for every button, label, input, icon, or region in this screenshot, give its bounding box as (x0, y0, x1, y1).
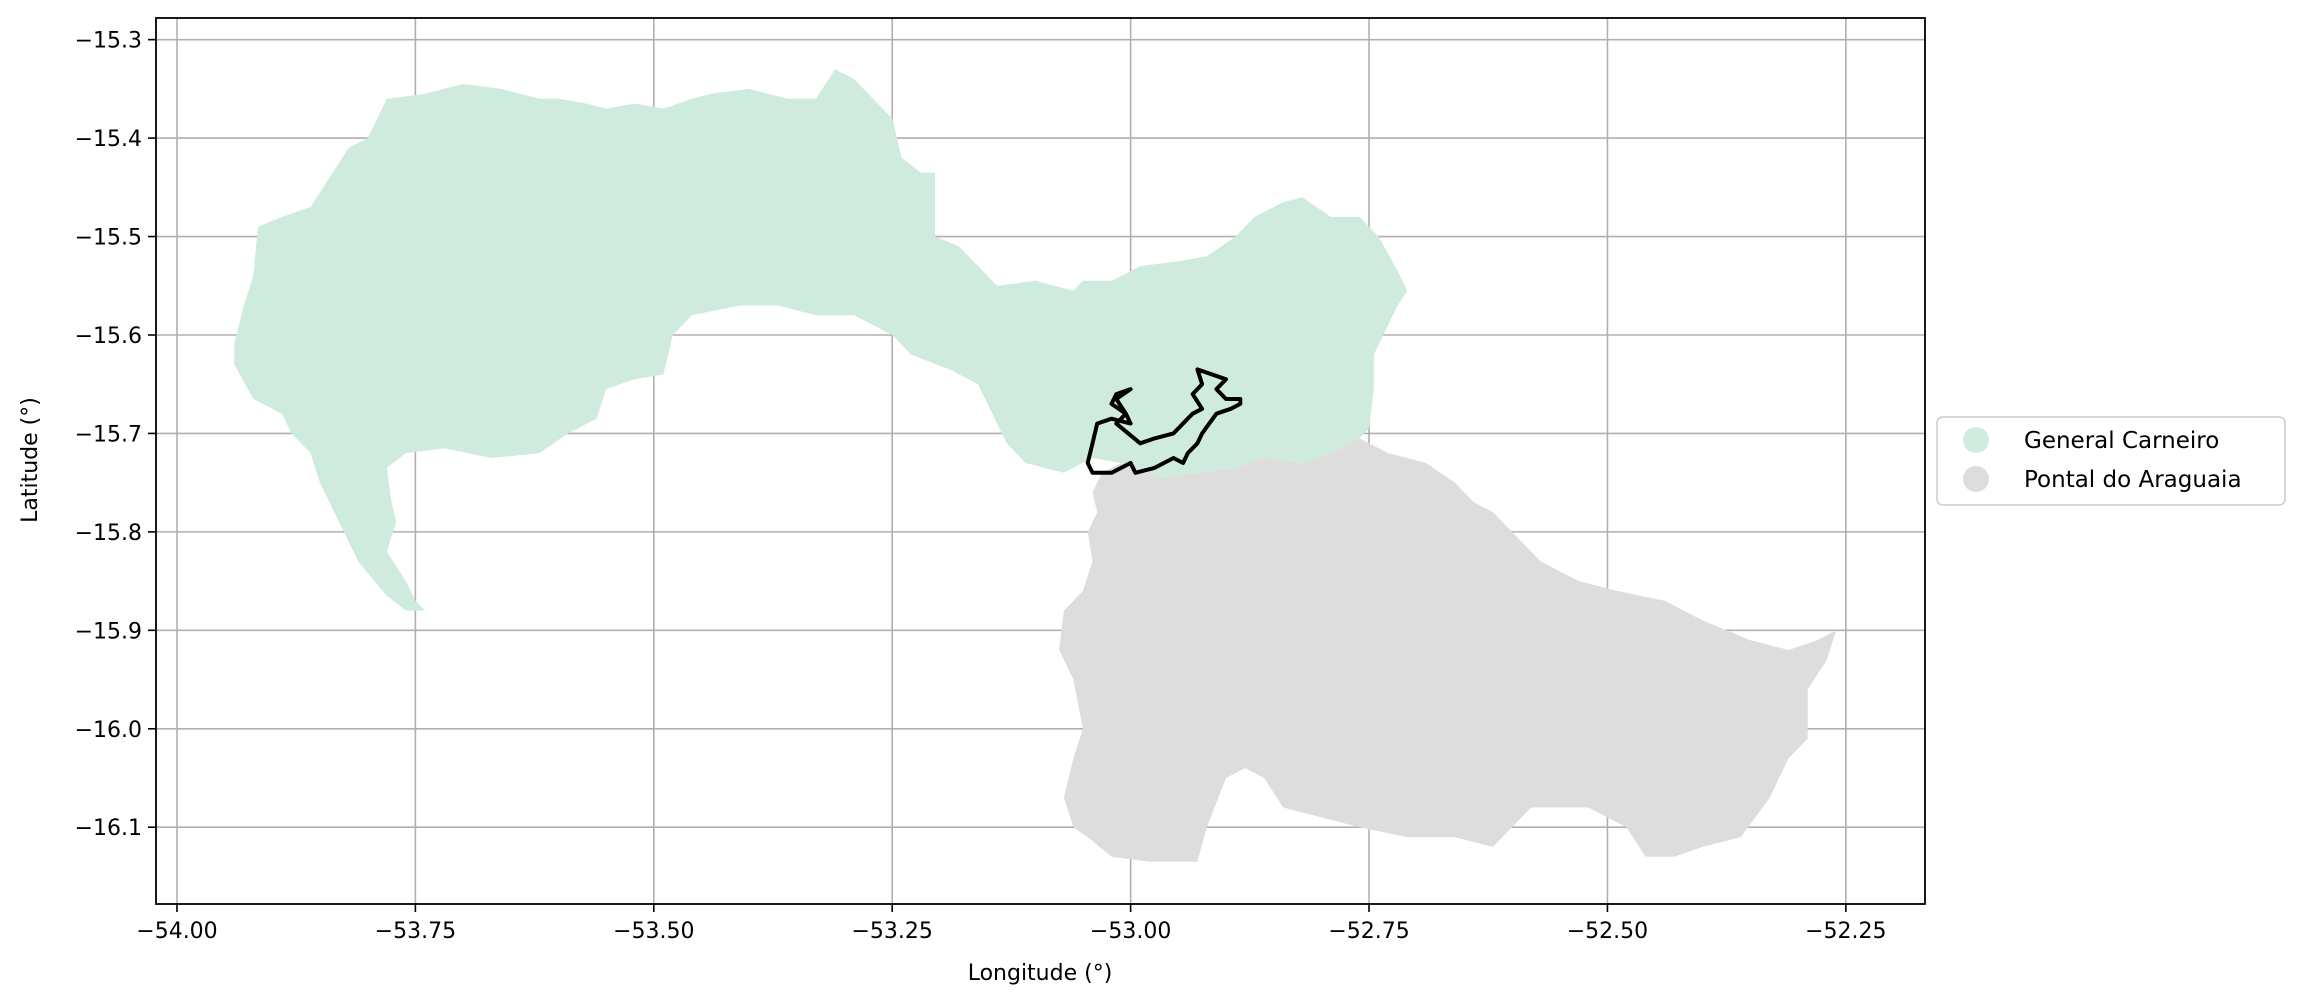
y-tick-label: −15.8 (75, 521, 142, 546)
y-tick-label: −15.9 (75, 619, 142, 644)
legend-frame (1936, 416, 2286, 506)
y-tick-label: −15.7 (75, 422, 142, 447)
outline-layer (1085, 367, 1243, 475)
x-axis-title: Longitude (°) (968, 961, 1113, 986)
legend-marker (1963, 466, 1989, 492)
legend: General Carneiro Pontal do Araguaia (1936, 416, 2286, 506)
legend-label: General Carneiro (2024, 428, 2219, 454)
region-general-carneiro (234, 69, 1408, 611)
x-tick-label: −54.00 (136, 919, 217, 944)
y-ticks: −15.3 −15.4 −15.5 −15.6 −15.7 −15.8 −15.9 −16.0… (75, 29, 156, 841)
y-tick-label: −16.0 (75, 718, 142, 743)
x-tick-label: −53.00 (1090, 919, 1171, 944)
x-tick-label: −53.50 (613, 919, 694, 944)
region-layer (234, 69, 1837, 862)
region-pontal-do-araguaia (1059, 438, 1837, 862)
y-tick-label: −15.6 (75, 324, 142, 349)
y-axis-title: Latitude (°) (18, 397, 43, 523)
y-tick-label: −15.3 (75, 29, 142, 54)
y-tick-label: −15.4 (75, 127, 142, 152)
x-tick-label: −53.75 (375, 919, 456, 944)
x-tick-label: −52.25 (1805, 919, 1886, 944)
x-tick-label: −52.50 (1567, 919, 1648, 944)
legend-marker (1963, 427, 1989, 453)
plot-frame (155, 17, 1926, 905)
x-tick-label: −52.75 (1328, 919, 1409, 944)
x-ticks: −54.00 −53.75 −53.50 −53.25 −53.00 −52.75 −52.… (136, 904, 1887, 944)
y-tick-label: −16.1 (75, 816, 142, 841)
legend-label: Pontal do Araguaia (2024, 467, 2242, 493)
boundary-outline (1085, 367, 1243, 475)
y-tick-label: −15.5 (75, 226, 142, 251)
x-tick-label: −53.25 (851, 919, 932, 944)
